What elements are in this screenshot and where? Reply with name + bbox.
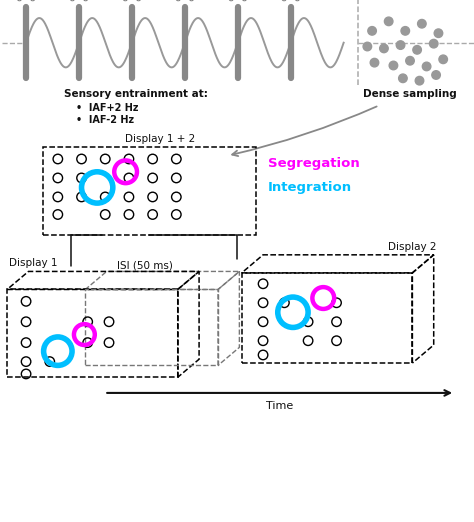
Circle shape (380, 44, 388, 53)
Circle shape (363, 42, 372, 51)
Circle shape (422, 62, 431, 70)
Text: ISI (50 ms): ISI (50 ms) (117, 260, 173, 270)
Circle shape (406, 56, 414, 65)
Circle shape (439, 55, 447, 64)
Circle shape (415, 76, 424, 85)
Text: Display 1 + 2: Display 1 + 2 (125, 134, 195, 144)
Text: Segregation: Segregation (268, 157, 360, 170)
Circle shape (18, 0, 21, 1)
Text: Display 1: Display 1 (9, 258, 58, 268)
Circle shape (384, 17, 393, 26)
Circle shape (432, 70, 440, 79)
Text: Integration: Integration (268, 181, 352, 194)
Circle shape (31, 0, 35, 1)
Text: •  IAF+2 Hz: • IAF+2 Hz (76, 103, 138, 113)
Circle shape (368, 27, 376, 35)
Circle shape (295, 0, 300, 1)
Text: Dense sampling: Dense sampling (363, 89, 457, 99)
Bar (242, 273, 412, 363)
Circle shape (229, 0, 233, 1)
Circle shape (70, 0, 74, 1)
Circle shape (396, 41, 405, 50)
Text: Sensory entrainment at:: Sensory entrainment at: (64, 89, 208, 99)
Circle shape (190, 0, 193, 1)
Circle shape (413, 45, 421, 54)
Bar (85, 290, 218, 365)
Circle shape (429, 39, 438, 48)
Circle shape (370, 58, 379, 67)
Circle shape (401, 27, 410, 35)
Circle shape (83, 0, 88, 1)
Bar (43, 147, 256, 235)
Circle shape (389, 61, 398, 70)
Circle shape (137, 0, 141, 1)
Text: •  IAF-2 Hz: • IAF-2 Hz (76, 115, 134, 125)
Circle shape (123, 0, 128, 1)
Bar (7, 290, 178, 377)
Circle shape (282, 0, 286, 1)
Circle shape (242, 0, 246, 1)
Circle shape (399, 74, 407, 82)
Text: Display 2: Display 2 (388, 242, 436, 252)
Text: Time: Time (266, 401, 293, 411)
Circle shape (418, 19, 426, 28)
Circle shape (434, 29, 443, 38)
Circle shape (176, 0, 180, 1)
